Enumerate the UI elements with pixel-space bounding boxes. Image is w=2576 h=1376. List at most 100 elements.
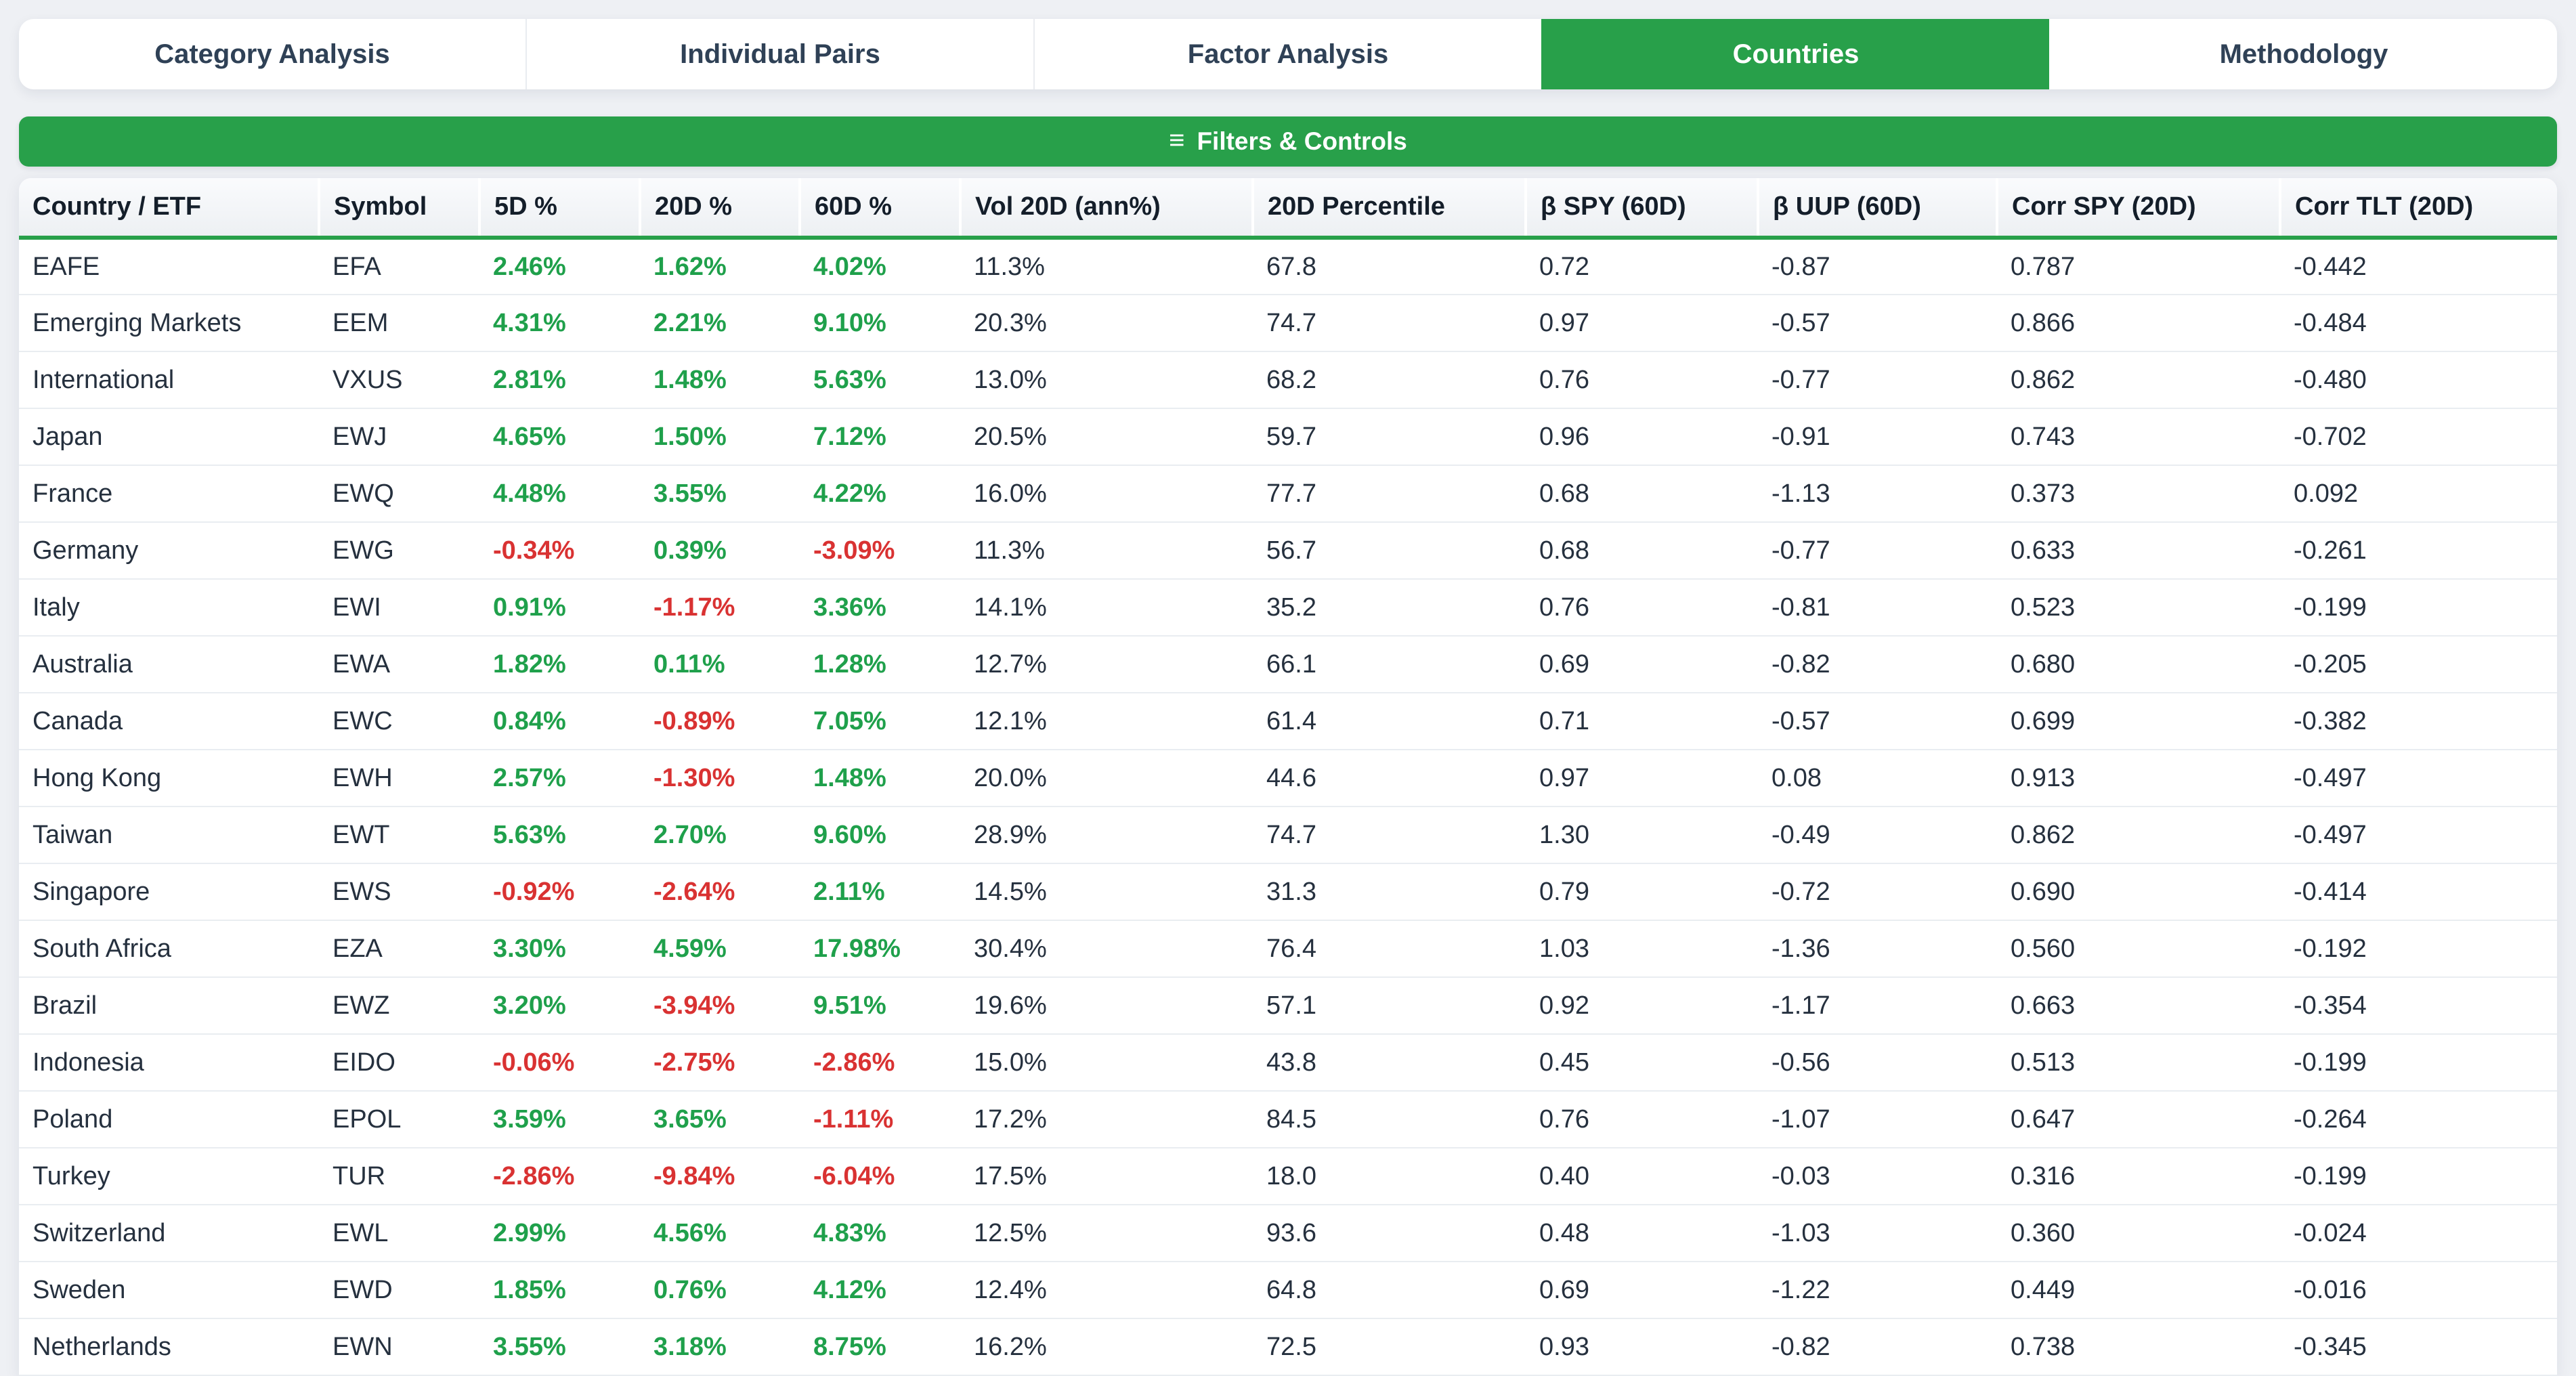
cell-beta-spy: 1.03 (1526, 920, 1758, 978)
cell-pctile: 57.1 (1253, 977, 1526, 1035)
cell-beta-spy: 0.71 (1526, 693, 1758, 750)
tab-individual-pairs[interactable]: Individual Pairs (525, 19, 1033, 89)
cell-d5: -2.86% (479, 1148, 640, 1205)
table-row: Australia EWA 1.82% 0.11% 1.28% 12.7% 66.1 0.69… (19, 636, 2557, 693)
cell-symbol: VXUS (319, 351, 479, 409)
cell-country: International (19, 351, 319, 409)
cell-beta-uup: -0.57 (1758, 693, 1997, 750)
cell-pctile: 72.5 (1253, 1318, 1526, 1376)
cell-beta-uup: -1.07 (1758, 1091, 1997, 1148)
cell-corr-spy: 0.680 (1997, 636, 2280, 693)
cell-corr-spy: 0.699 (1997, 693, 2280, 750)
cell-vol: 20.3% (960, 295, 1253, 352)
table-header: Country / ETF Symbol 5D % 20D % 60D % Vol 20D… (19, 178, 2557, 240)
cell-symbol: EWH (319, 750, 479, 807)
cell-corr-spy: 0.373 (1997, 465, 2280, 523)
cell-pctile: 66.1 (1253, 636, 1526, 693)
cell-beta-uup: -1.22 (1758, 1262, 1997, 1319)
column-header-spy-60d: β SPY (60D) (1524, 178, 1758, 240)
cell-beta-uup: -0.87 (1758, 238, 1997, 295)
cell-beta-uup: -0.72 (1758, 863, 1997, 921)
cell-pctile: 77.7 (1253, 465, 1526, 523)
cell-vol: 20.5% (960, 408, 1253, 466)
cell-d60: -2.86% (800, 1034, 960, 1092)
cell-vol: 11.3% (960, 238, 1253, 295)
column-header-symbol: Symbol (318, 178, 479, 240)
table-row: France EWQ 4.48% 3.55% 4.22% 16.0% 77.7 0.68 -1.… (19, 465, 2557, 523)
cell-beta-uup: -1.13 (1758, 465, 1997, 523)
cell-corr-tlt: -0.016 (2280, 1262, 2557, 1319)
filters-controls-button[interactable]: ≡ Filters & Controls (19, 116, 2557, 167)
cell-vol: 14.1% (960, 579, 1253, 637)
cell-vol: 12.1% (960, 693, 1253, 750)
cell-corr-tlt: -0.261 (2280, 522, 2557, 580)
cell-d20: 2.70% (640, 807, 800, 864)
cell-d5: 2.46% (479, 238, 640, 295)
cell-pctile: 59.7 (1253, 408, 1526, 466)
cell-beta-uup: -1.03 (1758, 1205, 1997, 1262)
tab-category-analysis[interactable]: Category Analysis (154, 39, 390, 69)
cell-corr-tlt: -0.024 (2280, 1205, 2557, 1262)
cell-vol: 16.0% (960, 465, 1253, 523)
cell-beta-spy: 0.97 (1526, 295, 1758, 352)
cell-corr-spy: 0.523 (1997, 579, 2280, 637)
table-row: Indonesia EIDO -0.06% -2.75% -2.86% 15.0% 43.8… (19, 1034, 2557, 1092)
cell-corr-tlt: -0.484 (2280, 295, 2557, 352)
table-row: Japan EWJ 4.65% 1.50% 7.12% 20.5% 59.7 0.96 -0.9… (19, 408, 2557, 466)
column-header-60d: 60D % (798, 178, 960, 240)
tab-countries[interactable]: Countries (1541, 19, 2049, 89)
cell-d20: 4.59% (640, 920, 800, 978)
cell-pctile: 68.2 (1253, 351, 1526, 409)
column-header-country-etf: Country / ETF (19, 178, 319, 240)
cell-beta-spy: 0.92 (1526, 977, 1758, 1035)
cell-corr-spy: 0.738 (1997, 1318, 2280, 1376)
cell-country: Italy (19, 579, 319, 637)
cell-d20: 4.56% (640, 1205, 800, 1262)
cell-corr-tlt: -0.497 (2280, 750, 2557, 807)
cell-d20: 0.39% (640, 522, 800, 580)
tab-factor-analysis[interactable]: Factor Analysis (1033, 19, 1541, 89)
cell-beta-spy: 0.68 (1526, 465, 1758, 523)
cell-corr-tlt: -0.199 (2280, 1148, 2557, 1205)
cell-d60: -6.04% (800, 1148, 960, 1205)
cell-country: Poland (19, 1091, 319, 1148)
cell-pctile: 84.5 (1253, 1091, 1526, 1148)
cell-country: Brazil (19, 977, 319, 1035)
cell-d20: 0.11% (640, 636, 800, 693)
cell-pctile: 61.4 (1253, 693, 1526, 750)
cell-d60: 4.83% (800, 1205, 960, 1262)
tab-methodology[interactable]: Methodology (2219, 39, 2388, 69)
cell-country: Emerging Markets (19, 295, 319, 352)
cell-d20: 3.65% (640, 1091, 800, 1148)
cell-beta-uup: 0.08 (1758, 750, 1997, 807)
table-row: Italy EWI 0.91% -1.17% 3.36% 14.1% 35.2 0.76 -0.… (19, 579, 2557, 637)
cell-corr-spy: 0.449 (1997, 1262, 2280, 1319)
table-row: Sweden EWD 1.85% 0.76% 4.12% 12.4% 64.8 0.69 -1.… (19, 1262, 2557, 1319)
cell-d20: -1.30% (640, 750, 800, 807)
cell-country: Japan (19, 408, 319, 466)
cell-corr-tlt: -0.354 (2280, 977, 2557, 1035)
cell-beta-spy: 0.68 (1526, 522, 1758, 580)
cell-d60: 7.12% (800, 408, 960, 466)
cell-d5: 3.20% (479, 977, 640, 1035)
cell-d5: 1.85% (479, 1262, 640, 1319)
cell-beta-uup: -0.56 (1758, 1034, 1997, 1092)
cell-corr-spy: 0.862 (1997, 351, 2280, 409)
cell-d5: 0.91% (479, 579, 640, 637)
cell-vol: 12.7% (960, 636, 1253, 693)
cell-d5: 3.55% (479, 1318, 640, 1376)
cell-pctile: 64.8 (1253, 1262, 1526, 1319)
cell-corr-spy: 0.663 (1997, 977, 2280, 1035)
table-row: Taiwan EWT 5.63% 2.70% 9.60% 28.9% 74.7 1.30 -0.… (19, 807, 2557, 864)
cell-corr-spy: 0.862 (1997, 807, 2280, 864)
cell-corr-tlt: -0.192 (2280, 920, 2557, 978)
cell-d5: -0.92% (479, 863, 640, 921)
cell-corr-spy: 0.647 (1997, 1091, 2280, 1148)
cell-beta-spy: 1.30 (1526, 807, 1758, 864)
cell-d5: 4.31% (479, 295, 640, 352)
cell-beta-spy: 0.76 (1526, 351, 1758, 409)
cell-corr-tlt: -0.702 (2280, 408, 2557, 466)
table-row: Emerging Markets EEM 4.31% 2.21% 9.10% 20.3% 7… (19, 295, 2557, 352)
cell-d60: 5.63% (800, 351, 960, 409)
cell-corr-spy: 0.787 (1997, 238, 2280, 295)
